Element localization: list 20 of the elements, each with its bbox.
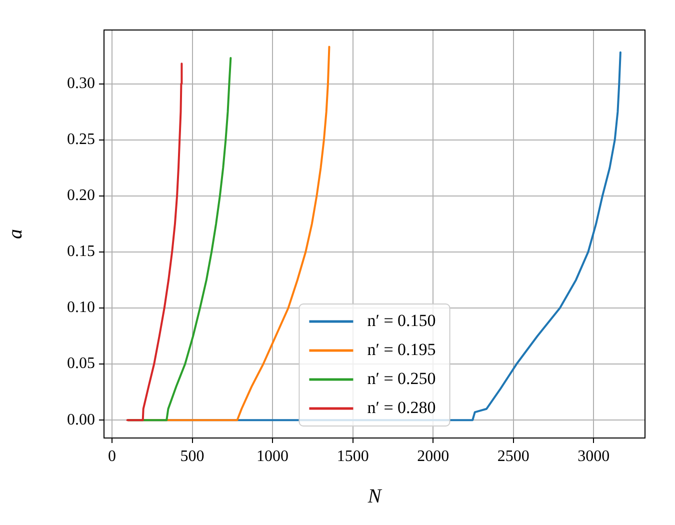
x-tick-label: 1500 — [336, 448, 369, 465]
x-tick-label: 2500 — [497, 448, 530, 465]
legend-label: n′ = 0.250 — [367, 368, 436, 388]
x-tick-label: 0 — [108, 448, 116, 465]
y-tick-label: 0.00 — [67, 411, 95, 428]
y-tick-label: 0.10 — [67, 299, 95, 316]
y-tick-label: 0.20 — [67, 187, 95, 204]
y-axis-title: a — [4, 229, 26, 239]
x-tick-label: 2000 — [417, 448, 450, 465]
x-tick-label: 3000 — [578, 448, 610, 465]
legend-label: n′ = 0.150 — [367, 310, 436, 330]
y-tick-label: 0.05 — [67, 355, 95, 372]
legend-label: n′ = 0.280 — [367, 398, 436, 417]
x-axis-title: N — [366, 485, 383, 508]
y-tick-label: 0.25 — [67, 131, 95, 148]
y-tick-label: 0.15 — [67, 243, 95, 260]
x-tick-label: 1000 — [256, 448, 289, 465]
legend-label: n′ = 0.195 — [367, 340, 436, 359]
x-tick-label: 500 — [180, 448, 204, 465]
y-tick-label: 0.30 — [67, 75, 95, 92]
